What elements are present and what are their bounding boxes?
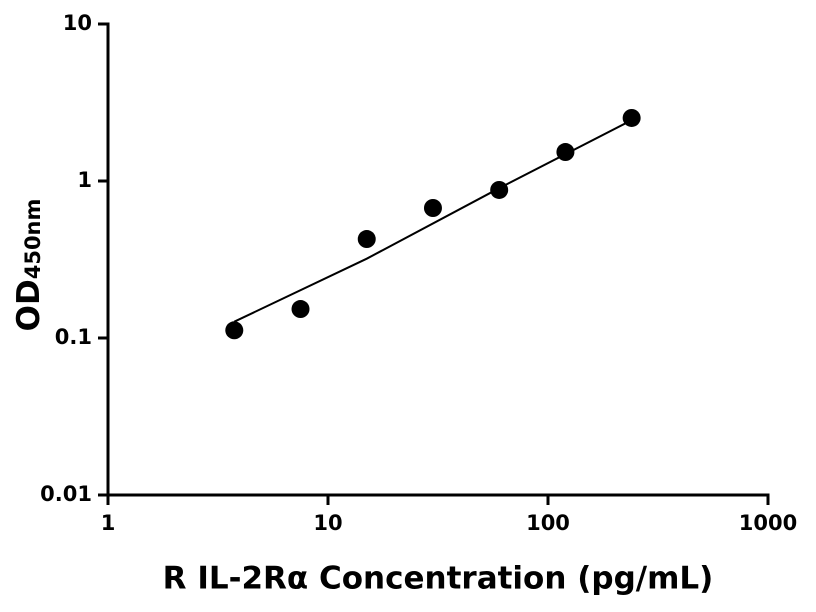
data-point [423, 199, 442, 218]
data-point [490, 180, 509, 199]
y-axis-title-sub: 450nm [21, 199, 45, 280]
y-tick-label: 1 [77, 168, 92, 192]
y-axis-title-main: OD [11, 279, 47, 331]
y-tick-label: 0.1 [55, 325, 92, 349]
fit-line [233, 119, 633, 323]
data-point [357, 230, 376, 249]
x-tick-label: 10 [313, 511, 342, 535]
x-tick-label: 1000 [739, 511, 797, 535]
data-point [291, 300, 310, 319]
y-axis-title: OD450nm [11, 199, 47, 332]
x-tick-label: 1 [101, 511, 116, 535]
x-axis-title: R IL-2Rα Concentration (pg/mL) [163, 561, 714, 597]
x-tick-label: 100 [526, 511, 570, 535]
y-tick-label: 10 [63, 11, 92, 35]
data-point [225, 321, 244, 340]
y-tick-label: 0.01 [40, 482, 92, 506]
